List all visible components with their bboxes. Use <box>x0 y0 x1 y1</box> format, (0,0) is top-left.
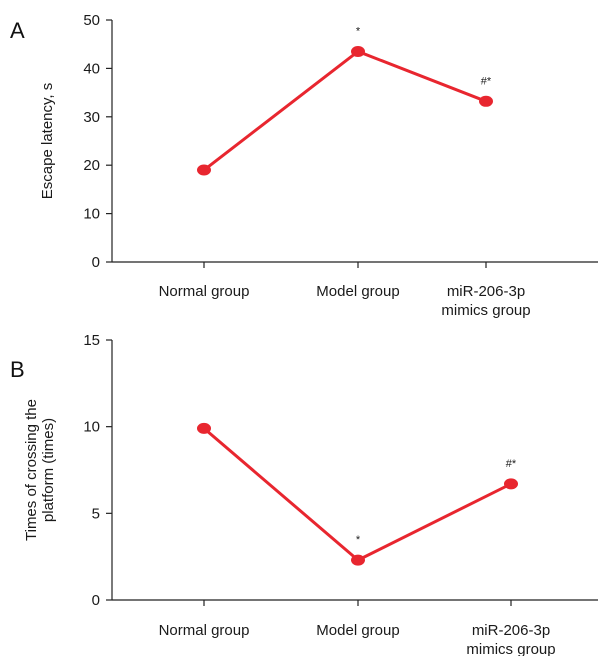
panel-a-y-tick-label: 20 <box>83 157 100 174</box>
panel-a-y-tick-label: 0 <box>92 254 100 271</box>
panel-a-series-line <box>203 49 487 172</box>
panel-a-x-tick-label: mimics group <box>441 302 530 319</box>
panel-a-y-tick-label: 10 <box>83 206 100 223</box>
panel-a-significance-marker: #* <box>481 75 492 87</box>
panel-b-x-tick-label: mimics group <box>466 641 555 656</box>
panel-b-y-tick-label: 10 <box>83 419 100 436</box>
panel-a-data-point <box>351 45 365 57</box>
panel-a-significance-marker: * <box>356 25 361 37</box>
panel-b-x-tick-label: Model group <box>316 622 399 639</box>
panel-b-y-tick-label: 15 <box>83 332 100 349</box>
panel-b-significance-marker: #* <box>506 458 517 470</box>
panel-b-label: B <box>10 357 25 382</box>
panel-b-x-tick-label: miR-206-3p <box>472 622 550 639</box>
panel-b-x-tick-label: Normal group <box>159 622 250 639</box>
panel-a-x-tick-label: Model group <box>316 283 399 300</box>
panel-a-y-tick-label: 40 <box>83 60 100 77</box>
panel-a-x-tick-label: miR-206-3p <box>447 283 525 300</box>
panel-b-y-tick-label: 0 <box>92 592 100 609</box>
panel-b-significance-marker: * <box>356 534 361 546</box>
panel-b-data-point <box>504 478 518 490</box>
panel-a-y-tick-label: 50 <box>83 12 100 29</box>
panel-b-y-tick-label: 5 <box>92 505 100 522</box>
panel-a-x-tick-label: Normal group <box>159 283 250 300</box>
panel-b-data-point <box>197 422 211 434</box>
panel-b-y-axis-title: Times of crossing the <box>23 399 40 541</box>
panel-a-data-point <box>197 164 211 176</box>
panel-b-data-point <box>351 554 365 566</box>
panel-a-y-tick-label: 30 <box>83 109 100 126</box>
panel-a-label: A <box>10 18 25 43</box>
panel-b-y-axis-title: platform (times) <box>40 418 57 522</box>
panel-a-y-axis-title: Escape latency, s <box>39 83 56 199</box>
panel-a-data-point <box>479 95 493 107</box>
